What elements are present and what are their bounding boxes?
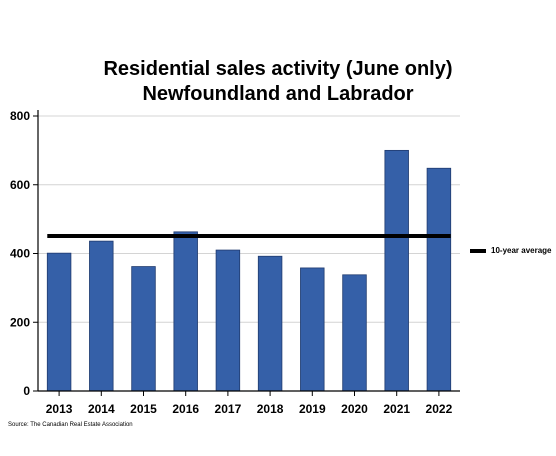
x-tick-label: 2021 <box>383 402 410 416</box>
bar-2018 <box>257 255 283 392</box>
bar-2016 <box>173 231 198 392</box>
x-tick-label: 2016 <box>172 402 199 416</box>
x-tick-label: 2014 <box>88 402 115 416</box>
chart-title-line-1: Residential sales activity (June only) <box>103 58 453 80</box>
bars <box>46 149 452 392</box>
axes: 0 200 400 600 800 2013 2014 2015 2016 2017 2018 201… <box>10 109 460 416</box>
x-tick-label: 2017 <box>215 402 242 416</box>
bar-2013 <box>46 252 72 392</box>
bar-2021 <box>384 149 409 392</box>
legend-average-swatch <box>470 248 486 253</box>
bar-2014 <box>89 240 114 392</box>
y-tick-label: 600 <box>10 178 30 192</box>
y-tick-label: 200 <box>10 315 30 329</box>
bar-2015 <box>131 266 156 392</box>
legend-average-label: 10-year average <box>491 246 552 255</box>
bar-2020 <box>342 274 367 392</box>
source-note: Source: The Canadian Real Estate Associa… <box>8 422 133 428</box>
x-tick-label: 2022 <box>426 402 453 416</box>
x-tick-label: 2018 <box>257 402 284 416</box>
chart-title-line-2: Newfoundland and Labrador <box>142 83 414 105</box>
y-tick-label: 400 <box>10 247 30 261</box>
x-tick-label: 2020 <box>341 402 368 416</box>
x-tick-label: 2013 <box>46 402 73 416</box>
y-tick-label: 0 <box>23 384 30 398</box>
bar-2022 <box>426 167 452 392</box>
x-tick-label: 2015 <box>130 402 157 416</box>
bar-2017 <box>215 249 241 392</box>
bar-2019 <box>300 267 325 392</box>
y-tick-label: 800 <box>10 109 30 123</box>
x-tick-label: 2019 <box>299 402 326 416</box>
legend: 10-year average <box>470 246 552 255</box>
